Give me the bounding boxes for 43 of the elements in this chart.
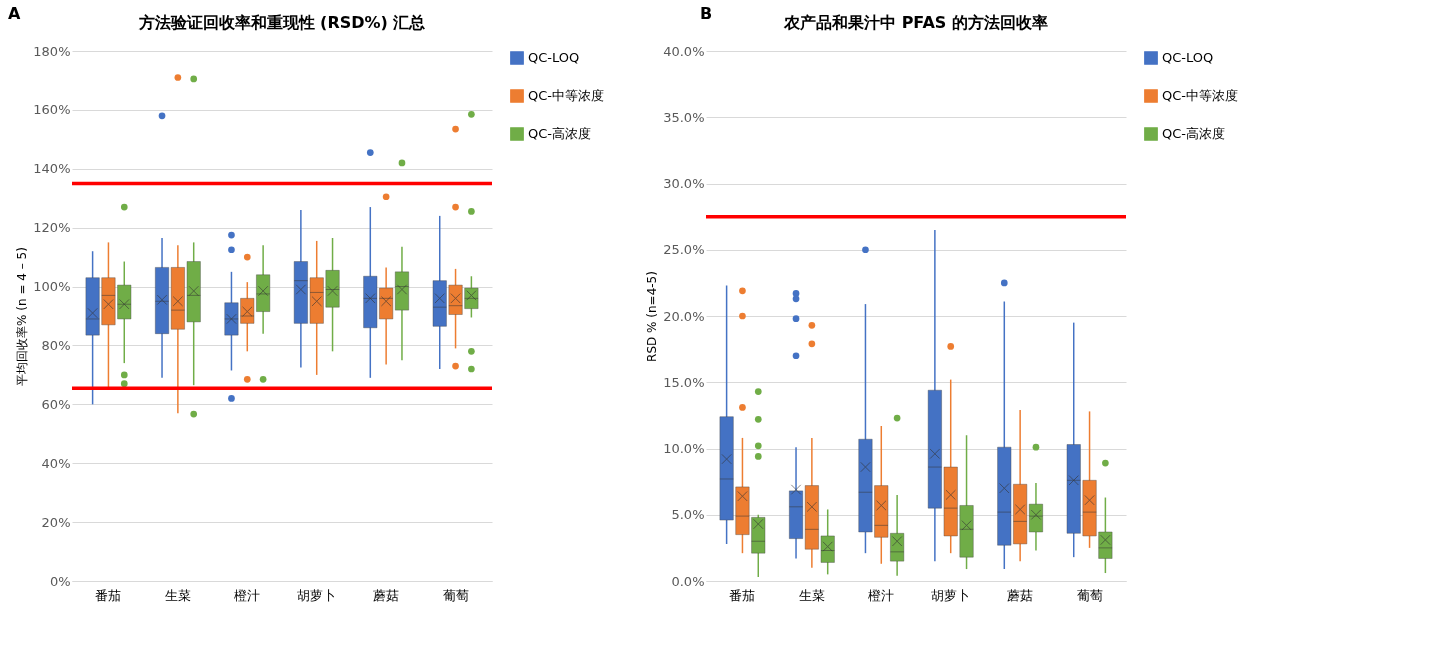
y-tick-label: 40.0% [663, 43, 705, 59]
legend-label: QC-高浓度 [528, 126, 592, 141]
x-tick-label: 葡萄 [442, 587, 469, 603]
x-tick-label: 生菜 [798, 587, 825, 603]
legend-label: QC-LOQ [1162, 50, 1214, 65]
y-tick-label: 0.0% [671, 573, 705, 589]
y-tick-label: 25.0% [663, 242, 705, 258]
x-tick-label: 蘑菇 [1007, 587, 1034, 603]
text: B [700, 4, 713, 23]
y-tick-label: 20% [41, 514, 71, 530]
y-tick-label: 10.0% [663, 441, 705, 456]
y-tick-label: 100% [33, 279, 71, 295]
chart-title: 农产品和果汁中 PFAS 的方法回收率 [783, 13, 1048, 32]
x-tick-label: 橙汁 [234, 587, 261, 603]
x-tick-label: 橙汁 [868, 587, 895, 603]
y-tick-label: 35.0% [663, 109, 705, 125]
y-tick-label: 30.0% [663, 176, 705, 191]
y-tick-label: 15.0% [663, 374, 705, 390]
text: A [8, 4, 21, 23]
y-tick-label: 180% [33, 43, 71, 59]
y-tick-label: 60% [41, 396, 71, 412]
y-tick-label: 20.0% [663, 308, 705, 324]
y-tick-label: 120% [33, 220, 71, 236]
y-tick-label: 5.0% [671, 507, 705, 523]
legend-label: QC-中等浓度 [528, 88, 605, 103]
x-tick-label: 胡萝卜 [931, 587, 971, 603]
legend-label: QC-中等浓度 [1162, 88, 1239, 103]
y-tick-label: 140% [33, 161, 71, 177]
chart-title: 方法验证回收率和重现性 (RSD%) 汇总 [137, 13, 426, 32]
x-tick-label: 番茄 [95, 587, 122, 603]
legend-label: QC-高浓度 [1162, 126, 1226, 141]
y-tick-label: 160% [33, 102, 71, 118]
legend-label: QC-LOQ [528, 50, 580, 65]
x-tick-label: 葡萄 [1076, 587, 1103, 603]
x-tick-label: 胡萝卜 [297, 587, 337, 603]
y-axis-title: RSD % (n=4-5) [645, 271, 660, 362]
x-tick-label: 蘑菇 [373, 587, 400, 603]
y-axis-title: 平均回收率% (n = 4 – 5) [15, 247, 30, 386]
y-tick-label: 80% [41, 337, 71, 353]
x-tick-label: 生菜 [164, 587, 191, 603]
y-tick-label: 40% [41, 455, 71, 471]
y-tick-label: 0% [49, 573, 71, 589]
x-tick-label: 番茄 [729, 587, 756, 603]
